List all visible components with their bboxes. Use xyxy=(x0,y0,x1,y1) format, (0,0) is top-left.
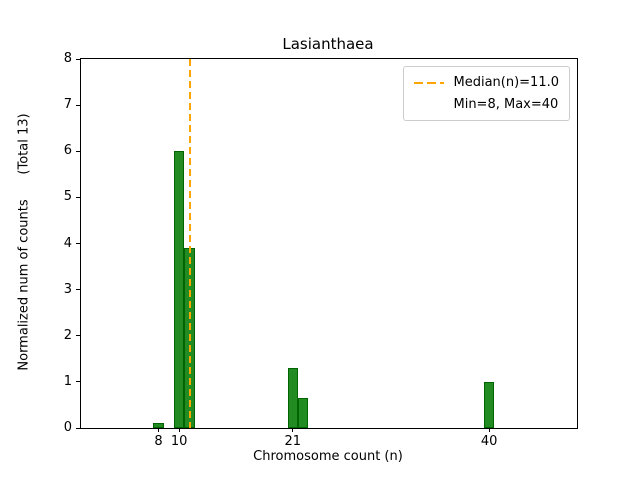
y-tick xyxy=(76,381,80,383)
y-tick-label: 1 xyxy=(63,373,72,389)
x-axis-label: Chromosome count (n) xyxy=(253,449,403,464)
y-tick-label: 5 xyxy=(63,189,72,205)
x-tick xyxy=(178,428,180,432)
y-tick xyxy=(76,335,80,337)
y-tick xyxy=(76,150,80,152)
legend-row-median: Median(n)=11.0 xyxy=(414,75,559,90)
x-tick xyxy=(488,428,490,432)
y-tick xyxy=(76,243,80,244)
y-tick-label: 7 xyxy=(63,97,72,113)
bar xyxy=(153,423,164,428)
median-dashed-line-icon xyxy=(414,81,445,84)
bar xyxy=(287,368,298,428)
bar xyxy=(298,398,309,428)
bar xyxy=(174,151,185,429)
x-tick-label: 10 xyxy=(170,434,188,449)
x-tick-label: 8 xyxy=(154,434,163,449)
y-tick-label: 0 xyxy=(63,420,72,435)
y-tick-label: 6 xyxy=(63,143,72,159)
x-tick-label: 40 xyxy=(480,434,498,449)
y-tick xyxy=(76,289,80,291)
y-tick-label: 3 xyxy=(63,281,72,297)
chart-title: Lasianthaea xyxy=(282,35,374,53)
y-tick-label: 2 xyxy=(63,327,72,343)
y-tick xyxy=(76,196,80,198)
y-tick xyxy=(76,104,80,106)
plot-area: Median(n)=11.0 Min=8, Max=40 8 10 21 40 0 1 2 3… xyxy=(64,51,578,449)
y-tick-label: 8 xyxy=(63,51,72,66)
legend-sample-spacer xyxy=(414,104,444,106)
y-axis-label: Normalized num of counts (Total 13) xyxy=(16,113,32,371)
x-tick-label: 21 xyxy=(284,434,302,449)
x-tick xyxy=(158,428,159,432)
legend-label-minmax: Min=8, Max=40 xyxy=(453,97,559,112)
median-line xyxy=(188,59,191,428)
y-tick-label: 4 xyxy=(63,235,72,251)
legend-row-minmax: Min=8, Max=40 xyxy=(414,97,559,112)
y-tick xyxy=(76,427,80,429)
bar xyxy=(484,381,495,428)
legend-label-median: Median(n)=11.0 xyxy=(453,75,559,90)
y-tick xyxy=(76,58,80,60)
x-tick xyxy=(292,428,294,432)
legend: Median(n)=11.0 Min=8, Max=40 xyxy=(403,66,570,121)
